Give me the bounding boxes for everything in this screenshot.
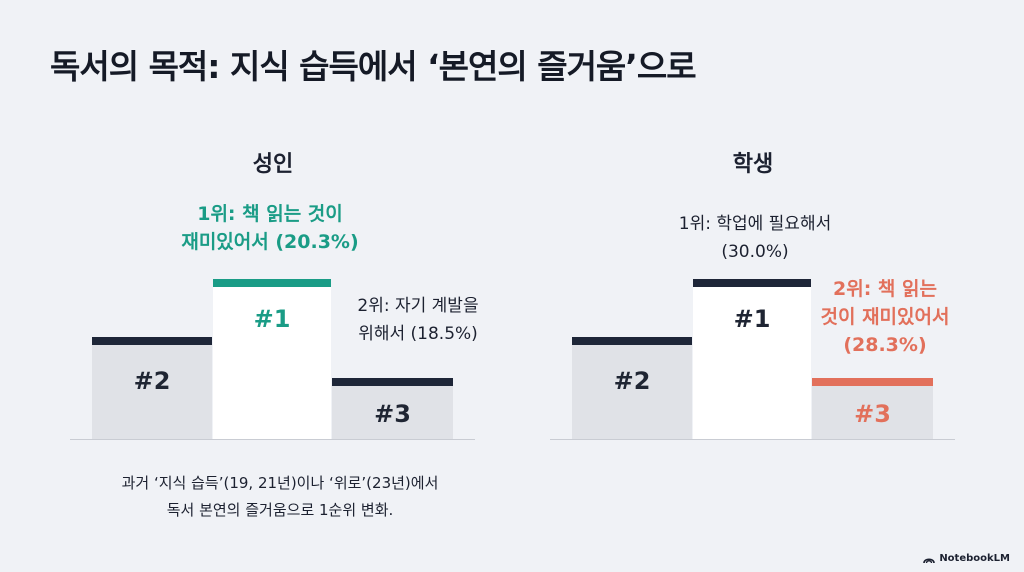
adult-rank2-block: #2 xyxy=(92,345,212,439)
student-rank1-line1: 1위: 학업에 필요해서 xyxy=(678,214,832,234)
student-rank2-line3: (28.3%) xyxy=(843,334,927,356)
student-rank1-block: #1 xyxy=(693,287,811,439)
footnote-line2: 독서 본연의 즐거움으로 1순위 변화. xyxy=(166,501,394,519)
student-rank1-line2: (30.0%) xyxy=(721,242,789,262)
student-rank1-label: 1위: 학업에 필요해서 (30.0%) xyxy=(640,210,870,266)
adult-rank1-block: #1 xyxy=(213,287,331,439)
footnote-line1: 과거 ‘지식 습득’(19, 21년)이나 ‘위로’(23년)에서 xyxy=(121,474,439,492)
student-rank2-label: 2위: 책 읽는 것이 재미있어서 (28.3%) xyxy=(800,275,970,359)
student-rank1-cap xyxy=(693,279,811,287)
student-rank1-block-label: #1 xyxy=(733,305,771,333)
adult-rank2-label: 2위: 자기 계발을 위해서 (18.5%) xyxy=(333,292,503,348)
student-rank2-line2: 것이 재미있어서 xyxy=(820,306,950,328)
adult-rank2-block-label: #2 xyxy=(133,367,171,395)
adult-rank3-block: #3 xyxy=(332,386,453,439)
adult-rank1-cap xyxy=(213,279,331,287)
adult-baseline xyxy=(70,439,475,440)
brand-text: NotebookLM xyxy=(939,553,1010,564)
adult-rank1-line2: 재미있어서 (20.3%) xyxy=(181,231,359,253)
student-rank2-block: #2 xyxy=(572,345,692,439)
adult-rank3-block-label: #3 xyxy=(374,400,411,428)
adult-rank2-cap xyxy=(92,337,212,345)
student-rank3-block: #3 xyxy=(812,386,933,439)
adult-heading: 성인 xyxy=(252,152,294,177)
student-rank2-cap xyxy=(572,337,692,345)
student-rank3-block-label: #3 xyxy=(854,400,891,428)
student-rank3-cap xyxy=(812,378,933,386)
footnote: 과거 ‘지식 습득’(19, 21년)이나 ‘위로’(23년)에서 독서 본연의… xyxy=(60,470,500,524)
adult-rank1-line1: 1위: 책 읽는 것이 xyxy=(197,203,343,225)
adult-rank2-line2: 위해서 (18.5%) xyxy=(358,324,478,344)
student-heading: 학생 xyxy=(732,152,774,177)
brand-mark: NotebookLM xyxy=(923,553,1010,564)
notebooklm-logo-icon xyxy=(923,557,936,563)
adult-rank2-line1: 2위: 자기 계발을 xyxy=(357,296,479,316)
student-rank2-block-label: #2 xyxy=(613,367,651,395)
adult-rank3-cap xyxy=(332,378,453,386)
student-rank2-line1: 2위: 책 읽는 xyxy=(833,278,937,300)
page-title: 독서의 목적: 지식 습득에서 ‘본연의 즐거움’으로 xyxy=(50,47,697,86)
adult-rank1-block-label: #1 xyxy=(253,305,291,333)
adult-rank1-label: 1위: 책 읽는 것이 재미있어서 (20.3%) xyxy=(150,200,390,256)
student-baseline xyxy=(550,439,955,440)
